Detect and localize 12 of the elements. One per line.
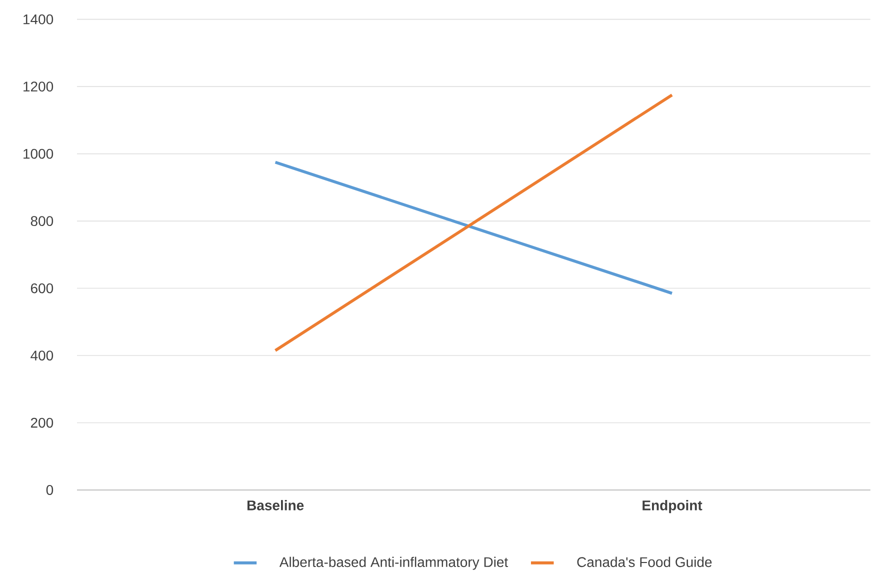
y-tick-label: 200 — [30, 418, 54, 428]
y-tick-label: 0 — [46, 485, 54, 495]
y-tick-label: 600 — [30, 283, 54, 294]
x-tick-label: Baseline — [247, 500, 304, 510]
y-tick-label: 1000 — [24, 148, 54, 159]
y-tick-label: 1200 — [24, 82, 54, 92]
y-tick-label: 400 — [30, 350, 54, 360]
y-tick-label: 800 — [30, 216, 54, 226]
legend-label: Alberta-based Anti-inflammatory Diet — [279, 556, 508, 570]
legend-label: Canada's Food Guide — [577, 556, 712, 568]
y-tick-label: 1400 — [24, 14, 54, 24]
x-tick-label: Endpoint — [642, 500, 702, 514]
